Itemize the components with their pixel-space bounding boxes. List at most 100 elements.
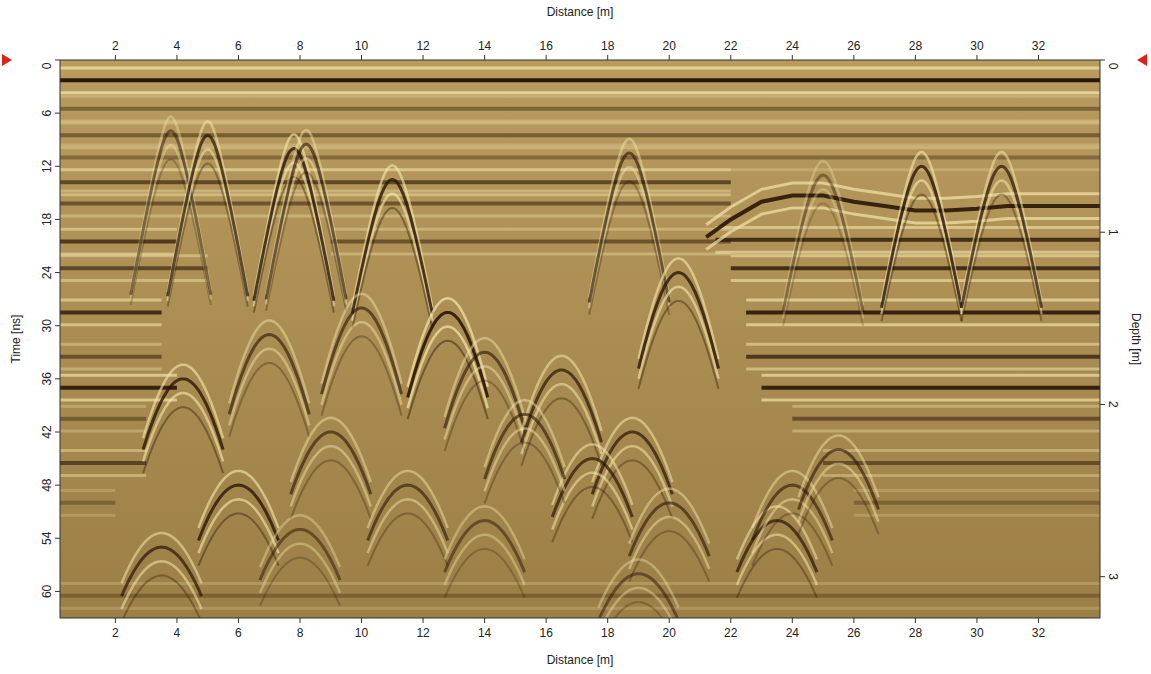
reflector [792,406,1100,431]
x-tick-label: 28 [909,626,923,640]
x-tick-label: 6 [235,39,242,53]
y-tick [55,113,60,114]
x-axis-title: Distance [m] [547,5,614,19]
y2-tick [1100,60,1105,61]
x-tick [361,55,362,60]
x-tick [176,618,177,623]
x-tick [792,55,793,60]
x-tick [915,618,916,623]
reflector [60,68,1100,93]
y-tick-label: 24 [40,266,54,280]
x-tick [115,618,116,623]
hyperbola [143,365,223,473]
hyperbola [352,165,432,328]
reflector [331,229,731,254]
reflector [60,451,146,476]
x-tick [423,618,424,623]
reflector [60,375,177,400]
x-tick [238,55,239,60]
x-tick [915,55,916,60]
x-tick-label: 10 [355,39,369,53]
x-tick [176,55,177,60]
x-tick [976,618,977,623]
x-tick-label: 8 [297,39,304,53]
reflector [746,300,1100,325]
x-tick [730,55,731,60]
reflector [715,227,1100,252]
plot-frame [60,60,1100,618]
reflector [60,490,115,515]
x-tick-label: 22 [724,626,738,640]
x-tick-label: 18 [601,626,615,640]
hyperbola [291,418,371,519]
y-tick-label: 42 [40,425,54,439]
hyperbola [783,161,863,326]
x-tick [1038,618,1039,623]
x-tick-label: 24 [786,39,800,53]
x-tick-label: 16 [539,39,553,53]
hyperbola [599,560,679,619]
y-tick-label: 36 [40,372,54,386]
x-tick [484,55,485,60]
y-tick-label: 48 [40,478,54,492]
x-tick-label: 26 [847,626,861,640]
x-tick [669,55,670,60]
reflector [762,375,1100,400]
x-tick-label: 32 [1032,626,1046,640]
x-tick-label: 16 [539,626,553,640]
y2-tick [1100,576,1105,577]
x-tick [853,618,854,623]
hyperbola [962,152,1042,321]
hyperbola [266,130,346,311]
x-tick-label: 14 [478,39,492,53]
reflector [60,300,162,325]
hyperbola [639,258,719,389]
x-tick-label: 28 [909,39,923,53]
y-tick-label: 0 [40,62,54,69]
plot-background [60,60,1100,618]
time-zero-marker [2,54,12,66]
x-tick [361,618,362,623]
x-tick-label: 30 [970,39,984,53]
y2-axis-title: Depth [m] [1129,313,1143,365]
x-tick-label: 20 [663,39,677,53]
x-tick-label: 22 [724,39,738,53]
reflector [854,490,1100,515]
x-tick-label: 8 [297,626,304,640]
y-tick [55,485,60,486]
y-tick [55,219,60,220]
y2-tick-label: 2 [1106,401,1120,408]
x-tick [300,55,301,60]
x-tick [730,618,731,623]
hyperbola [168,121,248,307]
hyperbola [799,436,879,535]
hyperbola [629,489,709,582]
y-tick [55,166,60,167]
y-axis-title: Time [ns] [9,315,23,364]
x-tick-label: 12 [416,626,430,640]
hyperbola [445,506,525,597]
x-tick-label: 2 [112,626,119,640]
x-tick [607,55,608,60]
x-tick [546,618,547,623]
x-tick [300,618,301,623]
x-tick-label: 12 [416,39,430,53]
x-tick [669,618,670,623]
x-tick-label: 4 [174,626,181,640]
y-tick [55,432,60,433]
x-tick-label: 6 [235,626,242,640]
reflector [60,96,1100,121]
x-tick [607,618,608,623]
hyperbola [229,320,309,436]
x-tick [1038,55,1039,60]
reflector [731,256,1100,281]
x-tick [976,55,977,60]
x-tick-label: 18 [601,39,615,53]
x-tick-label: 2 [112,39,119,53]
x-tick [546,55,547,60]
y-tick [55,591,60,592]
x-tick-label: 30 [970,626,984,640]
x-tick-label: 20 [663,626,677,640]
x-tick [792,618,793,623]
y-tick-label: 6 [40,109,54,116]
